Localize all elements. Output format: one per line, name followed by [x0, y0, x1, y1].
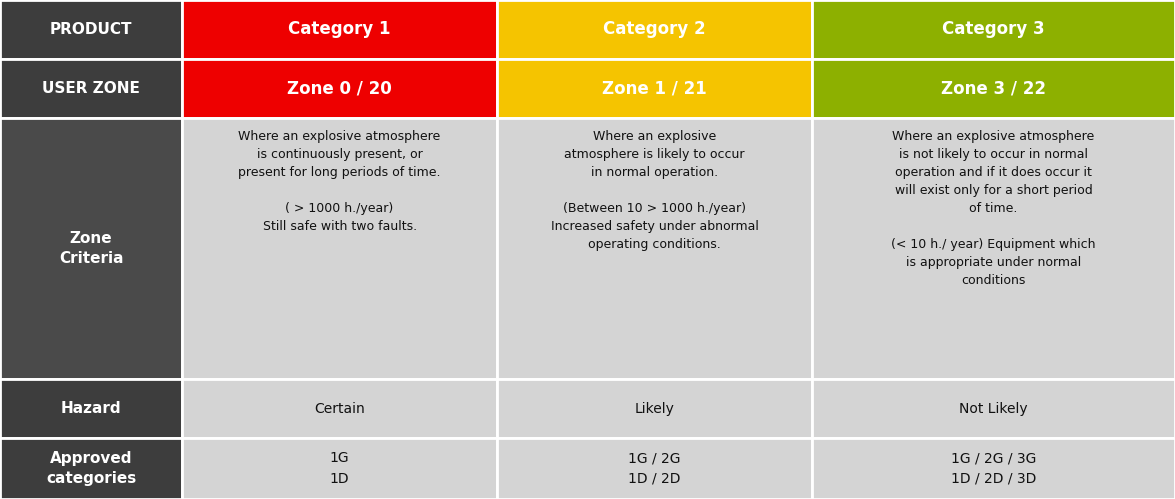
FancyBboxPatch shape — [182, 438, 497, 499]
Text: Zone 3 / 22: Zone 3 / 22 — [941, 79, 1046, 97]
FancyBboxPatch shape — [812, 438, 1175, 499]
Text: Not Likely: Not Likely — [959, 402, 1028, 416]
Text: Zone
Criteria: Zone Criteria — [59, 231, 123, 266]
FancyBboxPatch shape — [0, 379, 182, 438]
Text: USER ZONE: USER ZONE — [42, 81, 140, 96]
FancyBboxPatch shape — [182, 379, 497, 438]
FancyBboxPatch shape — [812, 0, 1175, 59]
Text: Category 1: Category 1 — [288, 20, 391, 38]
Text: Zone 0 / 20: Zone 0 / 20 — [287, 79, 392, 97]
FancyBboxPatch shape — [497, 118, 812, 379]
FancyBboxPatch shape — [182, 0, 497, 59]
Text: 1G
1D: 1G 1D — [330, 451, 349, 486]
FancyBboxPatch shape — [497, 379, 812, 438]
Text: Zone 1 / 21: Zone 1 / 21 — [602, 79, 707, 97]
FancyBboxPatch shape — [812, 59, 1175, 118]
FancyBboxPatch shape — [0, 438, 182, 499]
Text: Where an explosive atmosphere
is continuously present, or
present for long perio: Where an explosive atmosphere is continu… — [239, 130, 441, 233]
Text: Category 2: Category 2 — [603, 20, 706, 38]
Text: 1G / 2G / 3G
1D / 2D / 3D: 1G / 2G / 3G 1D / 2D / 3D — [951, 451, 1036, 486]
FancyBboxPatch shape — [497, 438, 812, 499]
Text: 1G / 2G
1D / 2D: 1G / 2G 1D / 2D — [629, 451, 680, 486]
Text: Where an explosive atmosphere
is not likely to occur in normal
operation and if : Where an explosive atmosphere is not lik… — [891, 130, 1096, 287]
FancyBboxPatch shape — [0, 118, 182, 379]
Text: Certain: Certain — [314, 402, 365, 416]
FancyBboxPatch shape — [0, 59, 182, 118]
Text: Hazard: Hazard — [61, 401, 121, 416]
Text: PRODUCT: PRODUCT — [49, 22, 133, 37]
FancyBboxPatch shape — [182, 59, 497, 118]
FancyBboxPatch shape — [812, 118, 1175, 379]
Text: Likely: Likely — [634, 402, 674, 416]
Text: Where an explosive
atmosphere is likely to occur
in normal operation.

(Between : Where an explosive atmosphere is likely … — [551, 130, 758, 251]
FancyBboxPatch shape — [0, 0, 182, 59]
FancyBboxPatch shape — [497, 0, 812, 59]
Text: Category 3: Category 3 — [942, 20, 1045, 38]
FancyBboxPatch shape — [497, 59, 812, 118]
Text: Approved
categories: Approved categories — [46, 451, 136, 486]
FancyBboxPatch shape — [182, 118, 497, 379]
FancyBboxPatch shape — [812, 379, 1175, 438]
